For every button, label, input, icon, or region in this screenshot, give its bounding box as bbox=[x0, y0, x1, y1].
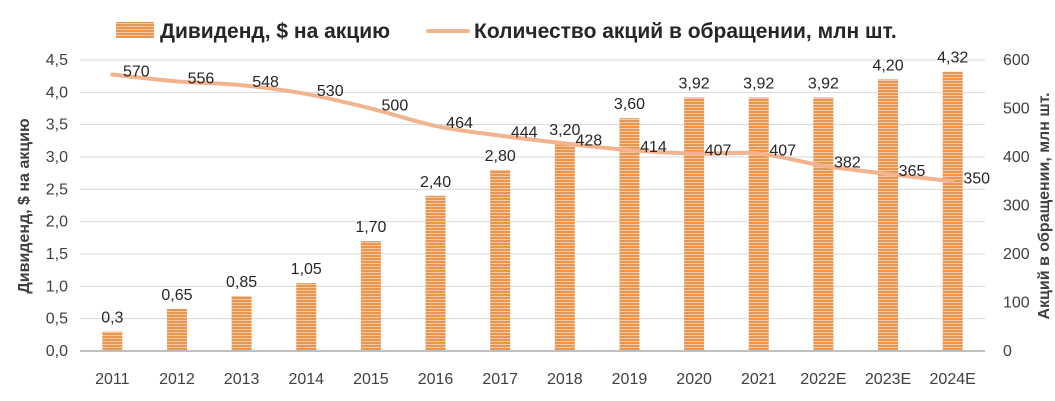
x-tick-label: 2020 bbox=[676, 371, 712, 388]
bar-2014 bbox=[296, 283, 317, 351]
x-tick-label: 2023E bbox=[865, 371, 911, 388]
bar-label-2012: 0,65 bbox=[161, 287, 192, 304]
bar-label-2013: 0,85 bbox=[226, 274, 257, 291]
y-left-tick-label: 1,5 bbox=[46, 246, 68, 263]
bar-2016 bbox=[425, 195, 446, 351]
line-label-2024E: 350 bbox=[963, 170, 990, 187]
y-right-tick-label: 0 bbox=[1003, 343, 1012, 360]
bar-label-2019: 3,60 bbox=[614, 96, 645, 113]
line-label-2014: 530 bbox=[317, 83, 344, 100]
bar-2024E bbox=[942, 71, 963, 351]
legend-label-dividend: Дивиденд, $ на акцию bbox=[160, 20, 390, 43]
bar-2019 bbox=[619, 118, 640, 351]
x-tick-label: 2015 bbox=[353, 371, 389, 388]
line-label-2020: 407 bbox=[705, 143, 732, 160]
y-left-tick-label: 0,0 bbox=[46, 343, 68, 360]
line-label-2021: 407 bbox=[769, 143, 796, 160]
line-label-2013: 548 bbox=[252, 74, 279, 91]
bar-2020 bbox=[684, 97, 705, 351]
line-label-2016: 464 bbox=[446, 115, 473, 132]
x-tick-label: 2018 bbox=[547, 371, 583, 388]
y-right-tick-label: 400 bbox=[1003, 149, 1030, 166]
line-label-2022E: 382 bbox=[834, 155, 861, 172]
bar-label-2014: 1,05 bbox=[291, 261, 322, 278]
bar-label-2018: 3,20 bbox=[549, 122, 580, 139]
y-right-tick-label: 500 bbox=[1003, 101, 1030, 118]
y-left-tick-label: 4,5 bbox=[46, 52, 68, 69]
x-tick-label: 2021 bbox=[741, 371, 777, 388]
y-right-tick-label: 200 bbox=[1003, 246, 1030, 263]
x-tick-label: 2019 bbox=[612, 371, 648, 388]
bar-2023E bbox=[878, 79, 899, 352]
y-right-tick-label: 300 bbox=[1003, 198, 1030, 215]
bar-2022E bbox=[813, 97, 834, 351]
bar-label-2016: 2,40 bbox=[420, 174, 451, 191]
y-left-tick-label: 3,5 bbox=[46, 117, 68, 134]
legend-label-shares: Количество акций в обращении, млн шт. bbox=[474, 20, 897, 43]
bar-2011 bbox=[102, 331, 123, 351]
x-tick-label: 2014 bbox=[288, 371, 324, 388]
bar-2013 bbox=[231, 296, 252, 351]
line-label-2011: 570 bbox=[123, 64, 150, 81]
y-left-tick-label: 3,0 bbox=[46, 149, 68, 166]
line-label-2015: 500 bbox=[382, 98, 409, 115]
x-tick-label: 2024E bbox=[930, 371, 976, 388]
bar-2017 bbox=[490, 169, 511, 351]
y-left-tick-label: 2,5 bbox=[46, 181, 68, 198]
y-right-tick-label: 100 bbox=[1003, 295, 1030, 312]
data-labels: 0,3 0,65 0,85 1,05 1,70 2,40 2,80 3,20 3,60 3,92 3… bbox=[101, 50, 990, 327]
legend: Дивиденд, $ на акцию Количество акций в … bbox=[116, 20, 897, 43]
y-left-tick-label: 1,0 bbox=[46, 278, 68, 295]
line-label-2012: 556 bbox=[188, 70, 215, 87]
x-tick-label: 2012 bbox=[159, 371, 195, 388]
bar-label-2015: 1,70 bbox=[355, 219, 386, 236]
line-label-2018: 428 bbox=[575, 132, 602, 149]
bar-label-2020: 3,92 bbox=[679, 76, 710, 93]
bar-2021 bbox=[748, 97, 769, 351]
x-tick-label: 2017 bbox=[482, 371, 518, 388]
y-left-axis-title: Дивиденд, $ на акцию bbox=[16, 118, 33, 294]
bar-series bbox=[102, 71, 963, 352]
bar-2018 bbox=[554, 144, 575, 351]
shares-line bbox=[110, 72, 955, 184]
line-label-2017: 444 bbox=[511, 125, 538, 142]
bar-label-2022E: 3,92 bbox=[808, 76, 839, 93]
gridlines bbox=[80, 59, 985, 320]
bar-2015 bbox=[360, 241, 381, 351]
bar-2012 bbox=[166, 308, 187, 351]
y-left-tick-label: 4,0 bbox=[46, 84, 68, 101]
bar-label-2024E: 4,32 bbox=[937, 50, 968, 67]
y-left-tick-label: 2,0 bbox=[46, 214, 68, 231]
y-right-axis-title: Акций в обращении, млн шт. bbox=[1036, 92, 1053, 319]
bar-label-2017: 2,80 bbox=[485, 148, 516, 165]
line-series bbox=[110, 72, 955, 184]
bar-label-2011: 0,3 bbox=[101, 310, 123, 327]
line-label-2019: 414 bbox=[640, 139, 667, 156]
x-tick-label: 2022E bbox=[800, 371, 846, 388]
y-right-tick-label: 600 bbox=[1003, 52, 1030, 69]
axes: 0,0 0,5 1,0 1,5 2,0 2,5 3,0 3,5 4,0 4,5 0 100 200 300… bbox=[46, 52, 1030, 388]
y-left-tick-label: 0,5 bbox=[46, 311, 68, 328]
bar-label-2023E: 4,20 bbox=[872, 57, 903, 74]
legend-swatch-dividend bbox=[116, 22, 154, 38]
x-tick-label: 2016 bbox=[418, 371, 454, 388]
x-tick-label: 2013 bbox=[224, 371, 260, 388]
x-tick-label: 2011 bbox=[95, 371, 130, 388]
line-label-2023E: 365 bbox=[899, 163, 926, 180]
bar-label-2021: 3,92 bbox=[743, 76, 774, 93]
